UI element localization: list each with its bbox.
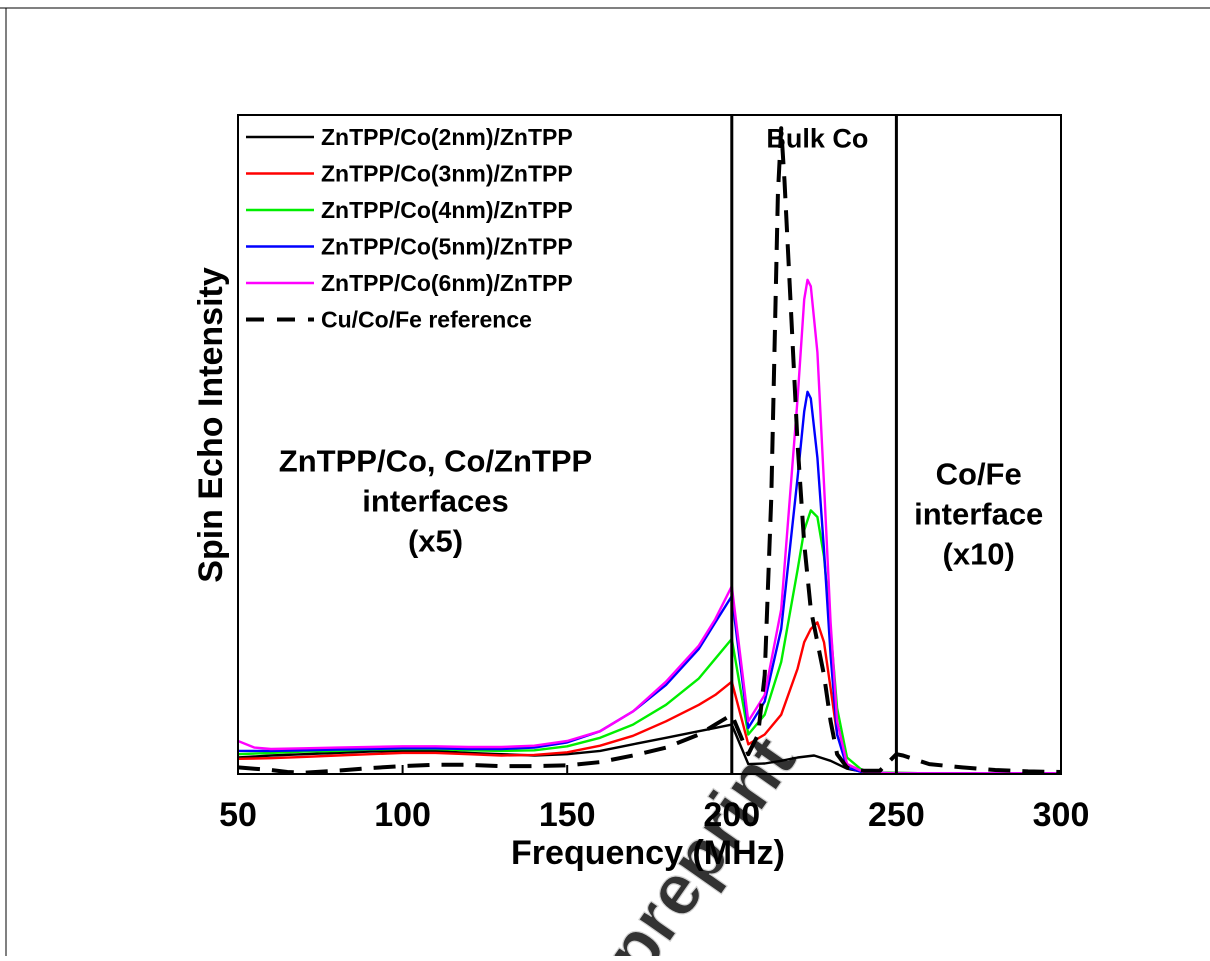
annotations: ZnTPP/Co, Co/ZnTPP interfaces (x5) Bulk Co C… <box>279 124 1044 572</box>
legend-label: ZnTPP/Co(2nm)/ZnTPP <box>321 124 573 150</box>
region-annotation-2: Bulk Co <box>766 124 868 154</box>
plot-area-frame <box>237 114 1062 775</box>
legend-item-4: ZnTPP/Co(5nm)/ZnTPP <box>246 234 573 260</box>
legend-label: ZnTPP/Co(3nm)/ZnTPP <box>321 161 573 187</box>
x-axis-label: Frequency (MHz) <box>511 834 785 872</box>
series-line-6 <box>238 126 1061 774</box>
x-tick-label: 100 <box>374 796 431 834</box>
legend-label: ZnTPP/Co(5nm)/ZnTPP <box>321 234 573 260</box>
legend-item-1: ZnTPP/Co(2nm)/ZnTPP <box>246 124 573 150</box>
region-dividers <box>730 115 898 774</box>
x-tick-label: 50 <box>219 796 257 834</box>
x-tick-label: 300 <box>1033 796 1090 834</box>
series-line-3 <box>238 509 1061 774</box>
y-axis-label: Spin Echo Intensity <box>192 267 230 583</box>
legend-item-3: ZnTPP/Co(4nm)/ZnTPP <box>246 197 573 223</box>
x-ticks: 50 100 150 200 250 300 <box>219 765 1089 834</box>
legend-label: ZnTPP/Co(4nm)/ZnTPP <box>321 197 573 223</box>
region-annotation-3: Co/Fe interface (x10) <box>914 457 1043 572</box>
x-tick-label: 250 <box>868 796 925 834</box>
region-annotation-1: ZnTPP/Co, Co/ZnTPP interfaces (x5) <box>279 443 592 558</box>
legend: ZnTPP/Co(2nm)/ZnTPP ZnTPP/Co(3nm)/ZnTPP Zn… <box>246 124 573 333</box>
legend-label: Cu/Co/Fe reference <box>321 307 532 333</box>
series-line-5 <box>238 278 1061 774</box>
legend-item-2: ZnTPP/Co(3nm)/ZnTPP <box>246 161 573 187</box>
legend-item-6: Cu/Co/Fe reference <box>246 307 532 333</box>
legend-label: ZnTPP/Co(6nm)/ZnTPP <box>321 270 573 296</box>
legend-item-5: ZnTPP/Co(6nm)/ZnTPP <box>246 270 573 296</box>
x-tick-label: 150 <box>539 796 596 834</box>
x-tick-label: 200 <box>703 796 760 834</box>
